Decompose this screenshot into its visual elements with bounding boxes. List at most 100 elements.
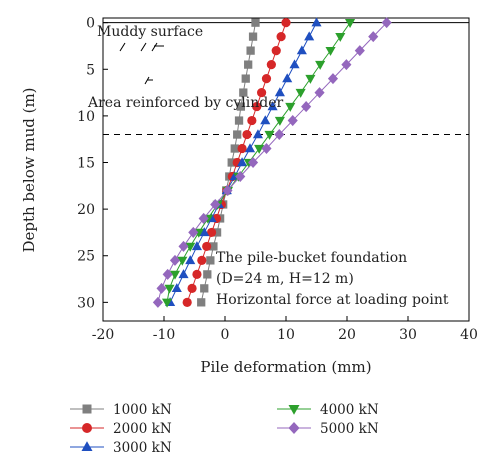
data-point: [169, 270, 181, 280]
data-point: [227, 158, 236, 167]
data-point: [212, 228, 222, 237]
annotation-reinforced-area: Area reinforced by cylinder: [87, 95, 283, 111]
x-tick-label: 30: [399, 327, 417, 343]
y-axis-title: Depth below mud (m): [20, 87, 38, 252]
annotation-foundation-line3: Horizontal force at loading point: [216, 292, 449, 308]
data-point: [287, 115, 298, 127]
y-axis-ticks: 0 5 10 15 20 25 30: [77, 16, 108, 311]
data-point: [251, 18, 260, 27]
data-point: [210, 198, 221, 210]
data-point: [248, 156, 259, 169]
legend-marker: [288, 405, 300, 415]
y-tick-label: 5: [86, 62, 95, 78]
data-point: [239, 88, 248, 97]
data-point: [276, 32, 286, 42]
data-point: [171, 283, 182, 293]
data-point: [335, 32, 346, 42]
data-point: [304, 31, 315, 41]
legend-label: 3000 kN: [113, 440, 172, 456]
data-point: [200, 284, 209, 293]
data-point: [237, 157, 248, 167]
data-point: [169, 254, 181, 266]
data-point: [230, 144, 239, 153]
legend-label: 1000 kN: [113, 402, 172, 418]
data-point: [191, 241, 202, 251]
data-point: [296, 45, 307, 55]
data-point: [152, 296, 163, 308]
data-point: [254, 144, 265, 154]
data-point: [282, 73, 293, 83]
data-point: [325, 46, 336, 56]
data-point: [244, 143, 256, 153]
data-point: [177, 256, 188, 266]
data-point: [185, 255, 196, 265]
data-point: [285, 102, 296, 112]
data-point: [164, 284, 175, 294]
data-point: [182, 297, 192, 307]
data-point: [222, 184, 233, 196]
x-tick-label: 40: [460, 327, 478, 343]
series-1: [182, 18, 291, 307]
x-tick-label: 0: [221, 327, 230, 343]
data-point: [274, 87, 285, 97]
legend-label: 2000 kN: [113, 421, 172, 437]
y-tick-label: 20: [77, 202, 95, 218]
x-tick-label: -20: [92, 327, 115, 343]
x-tick-label: 10: [277, 327, 295, 343]
data-point: [235, 170, 246, 183]
data-point: [311, 17, 322, 27]
x-axis-title: Pile deformation (mm): [200, 358, 371, 376]
annotation-muddy-surface: Muddy surface: [97, 24, 203, 40]
data-point: [203, 270, 212, 279]
data-point: [246, 46, 255, 55]
data-point: [274, 129, 285, 141]
data-point: [264, 130, 275, 140]
data-point: [381, 17, 392, 29]
legend-label: 4000 kN: [320, 402, 379, 418]
legend-marker: [82, 423, 92, 433]
data-point: [178, 269, 189, 279]
legend-item-2: 3000 kN: [70, 440, 172, 456]
data-point: [295, 88, 306, 98]
legend-item-4: 5000 kN: [277, 421, 379, 437]
legend-item-1: 2000 kN: [70, 421, 172, 437]
data-point: [244, 60, 253, 69]
data-point: [197, 255, 207, 265]
y-tick-label: 25: [77, 249, 95, 265]
legend-marker: [288, 422, 300, 434]
data-point: [248, 32, 258, 41]
data-point: [206, 227, 217, 238]
data-point: [209, 242, 218, 251]
legend-marker: [82, 404, 92, 414]
data-point: [178, 240, 189, 252]
legend-marker: [81, 441, 93, 451]
data-point: [236, 102, 245, 111]
data-point: [281, 18, 291, 28]
data-point: [289, 59, 300, 69]
data-point: [315, 60, 326, 70]
data-point: [314, 87, 325, 99]
data-point: [206, 256, 215, 265]
data-point: [192, 269, 202, 279]
data-point: [354, 45, 365, 57]
data-point: [188, 226, 199, 238]
x-axis-ticks: -20 -10 0 10 20 30 40: [92, 316, 478, 343]
data-point: [257, 87, 267, 98]
data-point: [162, 268, 173, 280]
legend: 1000 kN 2000 kN 3000 kN 4000 kN 5000 kN: [70, 402, 379, 456]
y-tick-label: 10: [77, 109, 95, 125]
data-point: [197, 298, 206, 307]
legend-item-0: 1000 kN: [70, 402, 172, 418]
data-point: [234, 116, 244, 125]
data-point: [247, 115, 257, 126]
y-tick-label: 15: [77, 156, 95, 172]
legend-label: 5000 kN: [320, 421, 379, 437]
soil-hatch-marks: [119, 42, 164, 85]
x-tick-label: 20: [338, 327, 356, 343]
data-point: [260, 115, 271, 125]
y-tick-label: 30: [77, 295, 95, 311]
data-point: [237, 143, 247, 154]
data-point: [252, 101, 262, 112]
data-point: [368, 31, 379, 43]
